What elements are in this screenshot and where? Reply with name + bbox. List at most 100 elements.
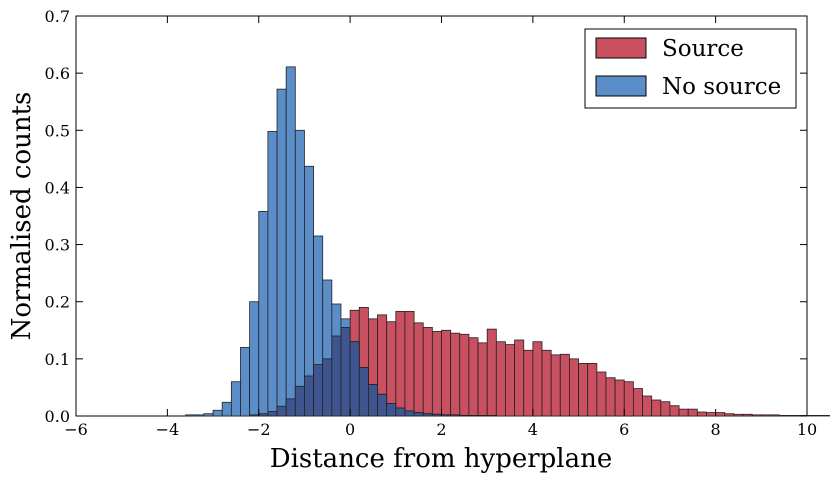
- bar-source: [404, 311, 415, 417]
- bar-overlap: [468, 415, 479, 417]
- bar-source: [495, 341, 506, 417]
- bar-source: [550, 354, 561, 417]
- bar-source: [779, 415, 790, 417]
- bar-overlap: [267, 411, 278, 417]
- bar-source: [523, 349, 534, 417]
- bar-source: [724, 413, 735, 417]
- bar-no-source: [294, 129, 305, 417]
- axis-ticks: [75, 15, 808, 417]
- bar-source: [651, 399, 662, 417]
- bar-overlap: [395, 407, 406, 417]
- overlap-bars: [249, 327, 497, 417]
- bar-source: [623, 381, 634, 417]
- bar-overlap: [404, 410, 415, 417]
- bar-source: [824, 415, 830, 417]
- legend-swatch-source: [595, 37, 647, 59]
- bar-overlap: [422, 413, 433, 417]
- x-tick-label: 2: [436, 420, 446, 439]
- bar-overlap: [386, 403, 397, 417]
- bar-no-source: [212, 409, 223, 417]
- bar-source: [751, 414, 762, 417]
- x-tick-label: 10: [797, 420, 817, 439]
- bar-source: [441, 329, 452, 417]
- bar-no-source: [240, 347, 251, 417]
- bar-source: [642, 395, 653, 417]
- bar-source: [459, 333, 470, 417]
- bar-no-source: [249, 301, 260, 417]
- x-tick-label: −4: [156, 420, 180, 439]
- bar-source: [788, 415, 799, 417]
- bar-overlap: [486, 415, 497, 417]
- bar-source: [569, 358, 579, 417]
- bar-overlap: [377, 393, 388, 417]
- bar-source: [578, 363, 589, 417]
- bar-source: [742, 413, 753, 417]
- bar-overlap: [340, 327, 351, 417]
- bar-source: [541, 349, 552, 417]
- y-tick-label: 0.2: [45, 293, 70, 312]
- bar-overlap: [367, 384, 378, 417]
- legend: Source No source: [584, 28, 797, 109]
- bar-source: [395, 311, 406, 417]
- bar-source: [815, 415, 826, 417]
- y-tick-label: 0.0: [45, 407, 70, 426]
- y-axis-title: Normalised counts: [7, 92, 37, 341]
- bar-overlap: [358, 367, 369, 417]
- bar-source: [450, 332, 461, 417]
- bar-source: [559, 353, 570, 417]
- bar-overlap: [413, 412, 424, 417]
- bar-overlap: [349, 341, 360, 417]
- bar-overlap: [313, 364, 324, 417]
- bar-source: [669, 405, 680, 417]
- bar-no-source: [203, 413, 214, 417]
- bar-source: [605, 377, 616, 417]
- bar-overlap: [294, 385, 305, 417]
- bar-overlap: [331, 335, 342, 417]
- x-tick-label: 0: [345, 420, 355, 439]
- y-tick-label: 0.4: [45, 178, 70, 197]
- y-tick-label: 0.7: [45, 7, 70, 26]
- bar-source: [422, 327, 433, 417]
- bar-overlap: [276, 405, 287, 417]
- bar-source: [468, 337, 479, 417]
- bar-source: [678, 408, 689, 417]
- bar-source: [386, 321, 397, 417]
- y-tick-label: 0.6: [45, 64, 70, 83]
- bar-no-source: [194, 414, 205, 417]
- axis-tick-labels: −6 −4 −2 0 2 4 6 8 10 0.0 0.1 0.2 0.3 0.4 0.5 0.6 0.7: [45, 7, 818, 439]
- bar-source: [514, 339, 525, 417]
- bar-source: [706, 412, 717, 417]
- bar-overlap: [441, 414, 452, 417]
- bar-no-source: [185, 414, 196, 417]
- x-tick-label: 6: [619, 420, 629, 439]
- bar-no-source: [267, 131, 278, 417]
- bar-source: [660, 401, 671, 417]
- bar-overlap: [322, 358, 333, 417]
- y-tick-label: 0.3: [45, 236, 70, 255]
- bar-source: [486, 328, 497, 417]
- x-tick-label: 8: [711, 420, 721, 439]
- legend-label-source: Source: [662, 36, 744, 62]
- bar-overlap: [459, 415, 470, 417]
- bar-source: [431, 331, 442, 417]
- bar-overlap: [249, 414, 260, 417]
- bar-no-source: [221, 401, 232, 417]
- x-tick-label: 4: [528, 420, 538, 439]
- bar-overlap: [477, 415, 488, 417]
- x-tick-label: −6: [64, 420, 88, 439]
- bar-overlap: [258, 413, 269, 417]
- bar-no-source: [276, 88, 287, 417]
- bar-source: [587, 363, 598, 417]
- bar-source: [532, 341, 543, 417]
- y-tick-label: 0.1: [45, 350, 70, 369]
- bar-source: [806, 415, 817, 417]
- bar-source: [733, 413, 744, 417]
- bar-no-source: [230, 381, 241, 417]
- bar-source: [715, 412, 726, 417]
- bar-source: [477, 342, 488, 417]
- bar-source: [632, 388, 643, 417]
- bar-source: [696, 411, 707, 417]
- x-tick-label: −2: [247, 420, 271, 439]
- bar-overlap: [450, 414, 461, 417]
- bar-source: [687, 408, 698, 417]
